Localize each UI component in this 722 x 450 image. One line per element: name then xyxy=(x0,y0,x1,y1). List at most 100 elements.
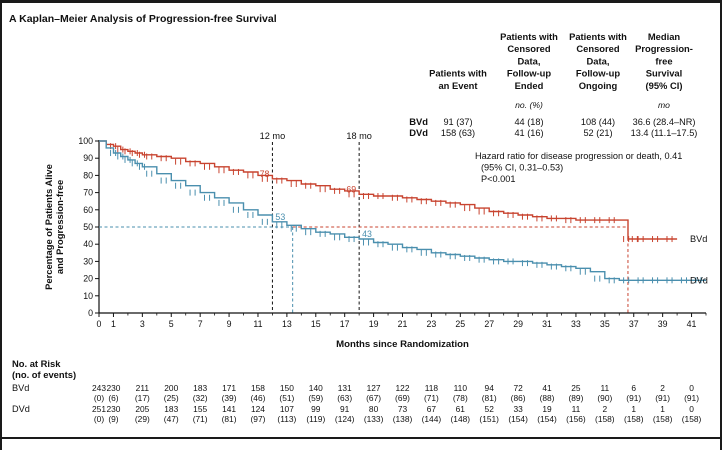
at-risk-events: (17) xyxy=(135,393,150,403)
at-risk-events: (119) xyxy=(306,414,325,424)
y-tick-label: 100 xyxy=(78,136,93,146)
table-cell-median: 36.6 (28.4–NR) xyxy=(633,117,696,127)
series-line-bvd xyxy=(99,140,678,240)
at-risk-events: (158) xyxy=(682,414,702,424)
reference-line-label: 12 mo xyxy=(260,131,286,141)
at-risk-count: 73 xyxy=(398,404,408,414)
frame-left-border xyxy=(0,0,2,450)
at-risk-events: (69) xyxy=(395,393,410,403)
table-cell-ended: 44 (18) xyxy=(514,117,543,127)
table-header-line: Median xyxy=(648,31,681,42)
at-risk-count: 67 xyxy=(427,404,437,414)
at-risk-count: 6 xyxy=(631,383,636,393)
at-risk-events: (91) xyxy=(655,393,670,403)
x-tick-label: 13 xyxy=(282,319,292,329)
at-risk-count: 52 xyxy=(485,404,495,414)
x-tick-label: 27 xyxy=(484,319,494,329)
table-cell-event: 158 (63) xyxy=(441,128,475,138)
at-risk-count: 61 xyxy=(456,404,466,414)
at-risk-events: (78) xyxy=(453,393,468,403)
y-tick-label: 50 xyxy=(83,222,93,232)
at-risk-count: 150 xyxy=(280,383,294,393)
x-tick-label: 23 xyxy=(427,319,437,329)
table-header-line: Patients with xyxy=(500,31,558,42)
table-header-line: Ended xyxy=(515,80,544,91)
at-risk-count: 122 xyxy=(396,383,410,393)
annotation-bvd: 69 xyxy=(346,184,356,194)
reference-line-label: 18 mo xyxy=(346,131,372,141)
at-risk-count: 2 xyxy=(660,383,665,393)
at-risk-count: 127 xyxy=(367,383,381,393)
at-risk-events: (0) xyxy=(94,393,104,403)
at-risk-count: 33 xyxy=(513,404,523,414)
at-risk-count: 11 xyxy=(600,383,609,393)
hazard-line: Hazard ratio for disease progression or … xyxy=(475,151,682,161)
at-risk-events: (32) xyxy=(193,393,208,403)
at-risk-events: (90) xyxy=(597,393,612,403)
at-risk-count: 1 xyxy=(660,404,665,414)
table-header-line: Progression- xyxy=(635,43,693,54)
at-risk-events: (71) xyxy=(193,414,208,424)
table-row-label: BVd xyxy=(409,116,428,127)
y-tick-label: 20 xyxy=(83,274,93,284)
at-risk-events: (158) xyxy=(624,414,644,424)
at-risk-events: (144) xyxy=(422,414,442,424)
at-risk-group-label: BVd xyxy=(12,383,29,393)
x-tick-label: 0 xyxy=(97,319,102,329)
x-tick-label: 19 xyxy=(369,319,379,329)
table-cell-event: 91 (37) xyxy=(443,117,472,127)
at-risk-events: (89) xyxy=(568,393,583,403)
at-risk-events: (25) xyxy=(164,393,179,403)
x-tick-label: 15 xyxy=(311,319,321,329)
at-risk-count: 107 xyxy=(280,404,294,414)
table-header-line: Ongoing xyxy=(579,80,618,91)
unit-months: mo xyxy=(658,100,670,110)
annotation-dvd: 53 xyxy=(275,212,285,222)
y-tick-label: 0 xyxy=(88,308,93,318)
at-risk-count: 205 xyxy=(135,404,149,414)
x-tick-label: 9 xyxy=(227,319,232,329)
at-risk-events: (63) xyxy=(337,393,352,403)
y-tick-label: 70 xyxy=(83,188,93,198)
panel-title: A Kaplan–Meier Analysis of Progression-f… xyxy=(9,13,277,25)
x-tick-label: 21 xyxy=(398,319,408,329)
at-risk-events: (133) xyxy=(364,414,384,424)
at-risk-count: 41 xyxy=(542,383,552,393)
table-header-line: Patients with xyxy=(569,31,627,42)
at-risk-events: (29) xyxy=(135,414,150,424)
y-tick-label: 60 xyxy=(83,205,93,215)
unit-no-percent: no. (%) xyxy=(515,100,543,110)
annotation-dvd: 43 xyxy=(362,229,372,239)
y-tick-label: 80 xyxy=(83,170,93,180)
at-risk-count: 19 xyxy=(542,404,552,414)
at-risk-events: (9) xyxy=(108,414,118,424)
at-risk-count: 124 xyxy=(251,404,265,414)
x-tick-label: 33 xyxy=(571,319,581,329)
y-tick-label: 40 xyxy=(83,239,93,249)
frame-bottom-border xyxy=(0,437,722,439)
at-risk-subtitle: (no. of events) xyxy=(12,369,76,380)
at-risk-events: (151) xyxy=(479,414,499,424)
at-risk-events: (46) xyxy=(251,393,266,403)
table-header-line: Survival xyxy=(646,68,682,79)
at-risk-count: 0 xyxy=(689,404,694,414)
hazard-line: P<0.001 xyxy=(481,174,516,184)
x-tick-label: 5 xyxy=(169,319,174,329)
series-line-dvd xyxy=(99,140,706,281)
annotation-bvd: 78 xyxy=(260,169,270,179)
at-risk-events: (71) xyxy=(424,393,439,403)
at-risk-events: (39) xyxy=(222,393,237,403)
at-risk-events: (88) xyxy=(540,393,555,403)
at-risk-events: (138) xyxy=(393,414,413,424)
y-tick-label: 10 xyxy=(83,291,93,301)
table-header-line: Censored xyxy=(507,43,551,54)
hazard-ratio-text: Hazard ratio for disease progression or … xyxy=(475,151,682,184)
at-risk-count: 183 xyxy=(164,404,178,414)
at-risk-events: (124) xyxy=(335,414,355,424)
table-header-line: Patients with xyxy=(429,68,487,79)
table-cell-ongoing: 108 (44) xyxy=(581,117,615,127)
at-risk-events: (156) xyxy=(566,414,586,424)
